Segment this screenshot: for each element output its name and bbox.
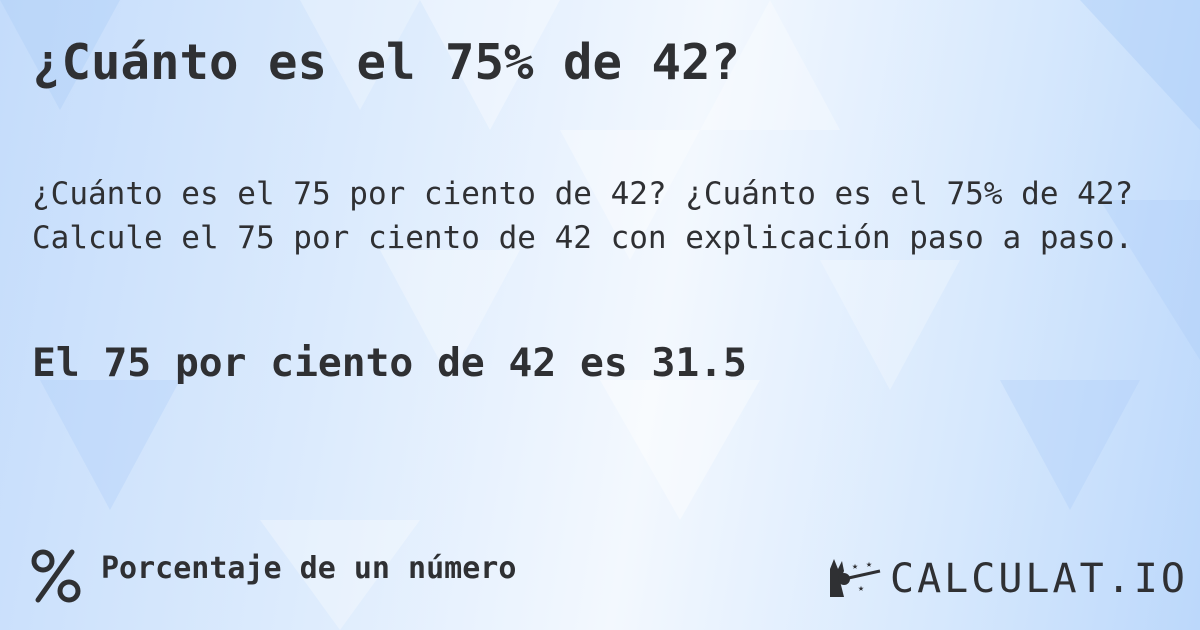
svg-text:★: ★ <box>858 583 864 594</box>
logo-text: CALCULAT.IO <box>890 556 1188 602</box>
description: ¿Cuánto es el 75 por ciento de 42? ¿Cuán… <box>32 172 1133 260</box>
svg-text:★: ★ <box>852 561 858 572</box>
description-line: ¿Cuánto es el 75 por ciento de 42? ¿Cuán… <box>32 176 1134 212</box>
footer-label: Porcentaje de un número <box>101 551 517 586</box>
description-line: Calcule el 75 por ciento de 42 con expli… <box>32 220 1134 256</box>
answer-text: El 75 por ciento de 42 es 31.5 <box>32 340 747 386</box>
svg-text:★: ★ <box>866 559 872 570</box>
percent-icon <box>31 549 81 603</box>
logo[interactable]: ★ ★ ★ CALCULAT.IO <box>828 556 1188 602</box>
magic-hand-wand-icon: ★ ★ ★ <box>830 559 881 597</box>
page-title: ¿Cuánto es el 75% de 42? <box>32 34 741 91</box>
